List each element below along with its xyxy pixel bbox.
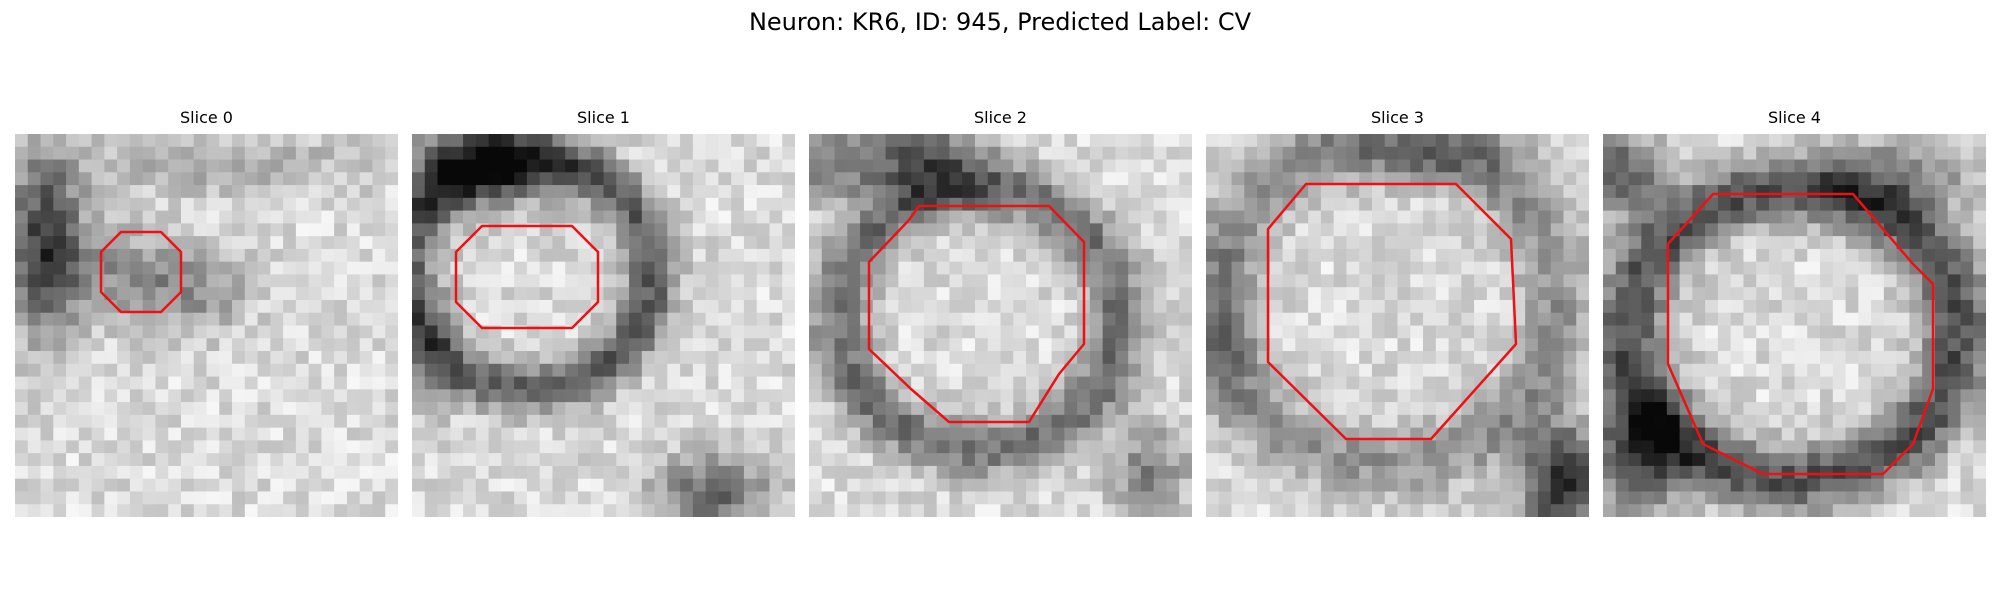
panel-slice-0: Slice 0	[15, 108, 398, 517]
contour-outline	[454, 224, 600, 330]
figure-title: Neuron: KR6, ID: 945, Predicted Label: C…	[748, 8, 1252, 36]
panel-slice-2: Slice 2	[809, 108, 1192, 517]
slice-image	[412, 134, 795, 517]
panel-title: Slice 0	[180, 108, 233, 127]
pixel-grid	[1206, 134, 1589, 517]
pixel-grid	[15, 134, 398, 517]
contour-outline	[1666, 192, 1935, 476]
contour-outline	[1266, 182, 1518, 441]
panel-title: Slice 4	[1768, 108, 1821, 127]
pixel-grid	[412, 134, 795, 517]
pixel-grid	[809, 134, 1192, 517]
panel-title: Slice 1	[577, 108, 630, 127]
slice-image	[1206, 134, 1589, 517]
pixel-grid	[1603, 134, 1986, 517]
contour-outline	[867, 204, 1086, 424]
contour-outline	[99, 230, 183, 314]
panel-slice-1: Slice 1	[412, 108, 795, 517]
panel-slice-4: Slice 4	[1603, 108, 1986, 517]
slice-image	[1603, 134, 1986, 517]
panel-title: Slice 2	[974, 108, 1027, 127]
slice-image	[15, 134, 398, 517]
slice-image	[809, 134, 1192, 517]
panel-title: Slice 3	[1371, 108, 1424, 127]
panel-slice-3: Slice 3	[1206, 108, 1589, 517]
